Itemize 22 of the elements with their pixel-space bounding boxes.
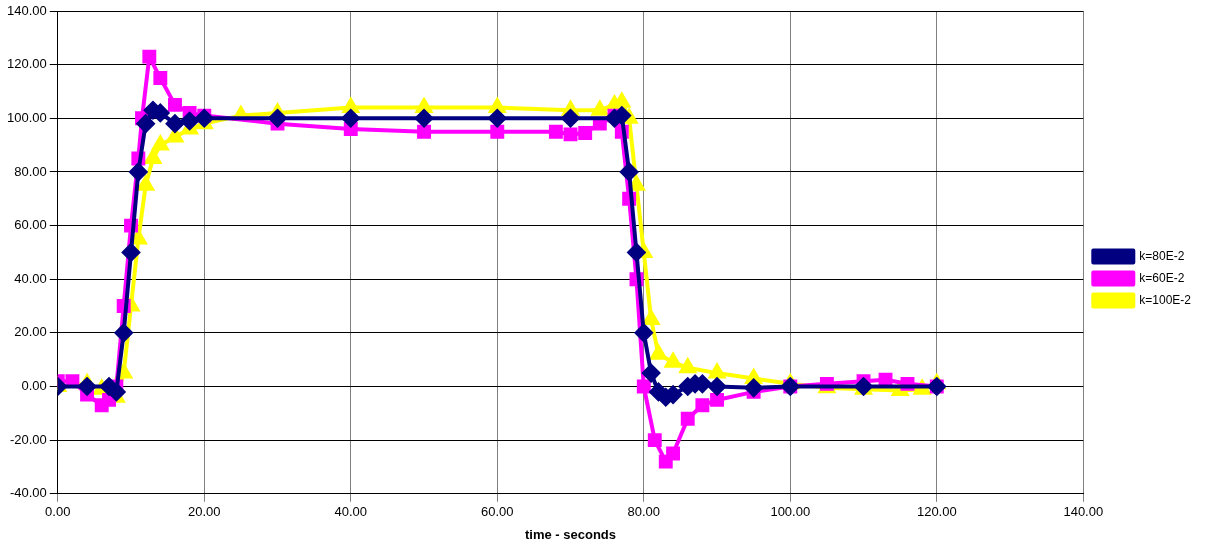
x-tick-label: 40.00: [334, 504, 368, 520]
x-tick-label: 80.00: [627, 504, 661, 520]
x-tick-label: 140.00: [1063, 504, 1104, 520]
y-tick-label: 60.00: [14, 217, 47, 233]
legend-label: k=60E-2: [1139, 270, 1185, 285]
x-tick-label: 100.00: [770, 504, 811, 520]
x-tick-label: 120.00: [916, 504, 957, 520]
y-tick-label: 40.00: [14, 270, 47, 286]
y-tick-label: 140.00: [7, 2, 47, 18]
y-tick-label: 0.00: [21, 378, 47, 394]
x-axis-title: time - seconds: [525, 526, 617, 542]
x-tick-label: 20.00: [187, 504, 221, 520]
y-tick-label: -20.00: [9, 431, 47, 447]
y-tick-label: 80.00: [14, 163, 47, 179]
y-tick-label: 20.00: [14, 324, 47, 340]
y-tick-label: 100.00: [7, 109, 47, 125]
y-tick-label: -40.00: [9, 485, 47, 501]
x-tick-label: 0.00: [45, 504, 71, 520]
y-tick-label: 120.00: [7, 56, 47, 72]
legend-label: k=100E-2: [1139, 292, 1192, 307]
legend-label: k=80E-2: [1139, 248, 1185, 263]
x-tick-label: 60.00: [481, 504, 514, 520]
